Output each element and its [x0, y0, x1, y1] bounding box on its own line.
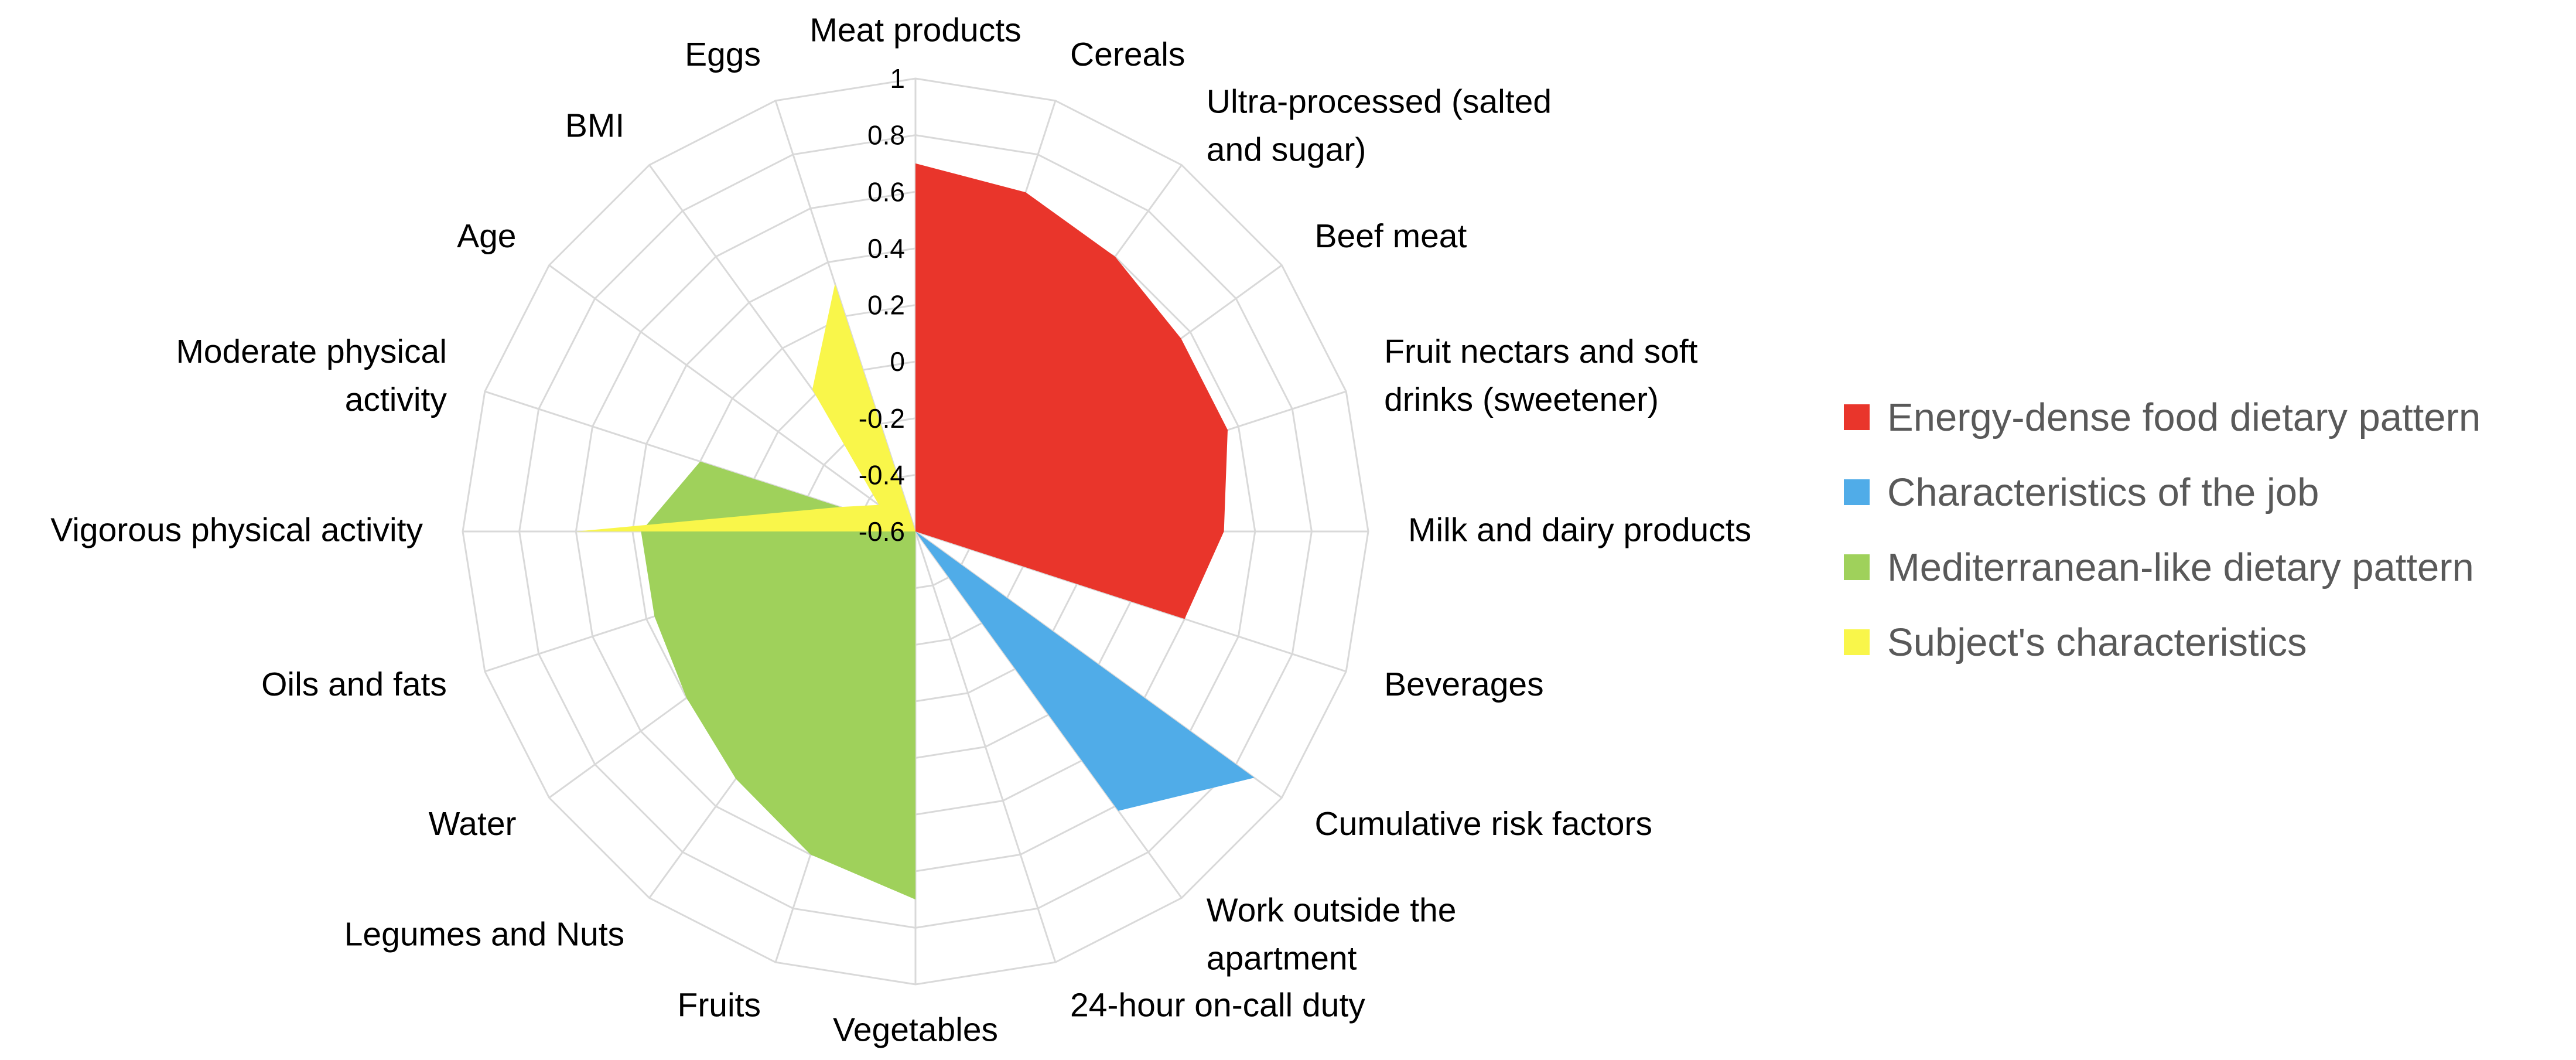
category-label-milk-and-dairy-products: Milk and dairy products: [1408, 511, 1751, 548]
category-label-line: Moderate physical: [176, 333, 447, 370]
tick-label: 0.2: [867, 290, 905, 321]
legend-item-subject-s-characteristics: Subject's characteristics: [1844, 621, 2307, 664]
category-label-vigorous-physical-activity: Vigorous physical activity: [50, 511, 423, 548]
category-labels: Meat products Cereals Ultra-processed (sal…: [50, 11, 1751, 1048]
radial-tick-labels: 1 0.8 0.6 0.4 0.2 0 -0.2 -0.4 -0.6: [859, 63, 905, 547]
category-label-meat-products: Meat products: [809, 11, 1021, 49]
series-area-characteristics-of-the-job: [915, 531, 1255, 811]
tick-label: -0.2: [859, 403, 905, 434]
category-label-line: Legumes and Nuts: [344, 916, 624, 953]
category-label-work-outside-the-apartment: Work outside the apartment: [1207, 892, 1457, 977]
category-label-line: drinks (sweetener): [1384, 381, 1659, 418]
category-label-cumulative-risk-factors: Cumulative risk factors: [1315, 805, 1653, 843]
series-area-mediterranean-like-dietary-pattern: [641, 461, 915, 900]
category-label-line: Vegetables: [833, 1011, 998, 1048]
category-label-line: Cereals: [1070, 36, 1185, 73]
category-label-line: Vigorous physical activity: [50, 511, 423, 548]
category-label-moderate-physical-activity: Moderate physical activity: [176, 333, 447, 418]
category-label-line: Meat products: [809, 11, 1021, 49]
category-label-line: apartment: [1207, 940, 1357, 977]
category-label-line: Milk and dairy products: [1408, 511, 1751, 548]
category-label-water: Water: [429, 805, 517, 843]
category-label-line: activity: [345, 381, 447, 418]
tick-label: 0.4: [867, 233, 905, 264]
legend-label: Characteristics of the job: [1887, 471, 2319, 514]
tick-label: 1: [890, 63, 905, 94]
legend-swatch: [1844, 554, 1870, 580]
legend-item-energy-dense-food-dietary-pattern: Energy-dense food dietary pattern: [1844, 396, 2481, 439]
series-area-subject-s-characteristics: [576, 284, 915, 531]
series-subject-s-characteristics: [576, 284, 915, 531]
category-label-fruit-nectars-and-soft-drinks-sweetener: Fruit nectars and soft drinks (sweetener): [1384, 333, 1698, 418]
category-label-line: Work outside the: [1207, 892, 1457, 929]
category-label-line: BMI: [565, 107, 624, 144]
tick-label: 0.8: [867, 120, 905, 151]
category-label-line: Eggs: [685, 36, 761, 73]
category-label-beef-meat: Beef meat: [1315, 217, 1467, 255]
legend-swatch: [1844, 404, 1870, 430]
category-label-line: Water: [429, 805, 517, 843]
legend: Energy-dense food dietary pattern Charact…: [1844, 396, 2481, 664]
category-label-bmi: BMI: [565, 107, 624, 144]
axis-spoke: [915, 530, 1347, 673]
category-label-beverages: Beverages: [1384, 666, 1544, 703]
axis-spoke: [774, 100, 917, 532]
category-label-line: Beverages: [1384, 666, 1544, 703]
axis-spoke: [548, 264, 916, 533]
legend-swatch: [1844, 479, 1870, 505]
category-label-line: Oils and fats: [261, 666, 447, 703]
category-label-line: Fruits: [678, 987, 761, 1024]
category-label-line: Beef meat: [1315, 217, 1467, 255]
legend-swatch: [1844, 629, 1870, 655]
legend-label: Mediterranean-like dietary pattern: [1887, 546, 2474, 589]
radar-series: [576, 163, 1255, 900]
tick-label: -0.4: [859, 459, 905, 490]
category-label-line: Fruit nectars and soft: [1384, 333, 1698, 370]
category-label-fruits: Fruits: [678, 987, 761, 1024]
category-label-vegetables: Vegetables: [833, 1011, 998, 1048]
category-label-legumes-and-nuts: Legumes and Nuts: [344, 916, 624, 953]
tick-label: -0.6: [859, 516, 905, 547]
legend-item-mediterranean-like-dietary-pattern: Mediterranean-like dietary pattern: [1844, 546, 2474, 589]
category-label-cereals: Cereals: [1070, 36, 1185, 73]
category-label-line: and sugar): [1207, 131, 1366, 168]
category-label-ultra-processed-salted-and-sugar: Ultra-processed (salted and sugar): [1207, 83, 1552, 168]
axis-spoke: [914, 531, 1057, 963]
series-characteristics-of-the-job: [915, 531, 1255, 811]
category-label-24-hour-on-call-duty: 24-hour on-call duty: [1070, 987, 1365, 1024]
series-area-energy-dense-food-dietary-pattern: [915, 163, 1228, 619]
legend-label: Energy-dense food dietary pattern: [1887, 396, 2481, 439]
series-mediterranean-like-dietary-pattern: [641, 461, 915, 900]
legend-item-characteristics-of-the-job: Characteristics of the job: [1844, 471, 2319, 514]
legend-label: Subject's characteristics: [1887, 621, 2307, 664]
category-label-line: Cumulative risk factors: [1315, 805, 1653, 843]
category-label-line: 24-hour on-call duty: [1070, 987, 1365, 1024]
tick-label: 0: [890, 346, 905, 377]
tick-label: 0.6: [867, 176, 905, 207]
category-label-line: Age: [457, 217, 516, 255]
category-label-oils-and-fats: Oils and fats: [261, 666, 447, 703]
category-label-age: Age: [457, 217, 516, 255]
category-label-line: Ultra-processed (salted: [1207, 83, 1552, 120]
series-energy-dense-food-dietary-pattern: [915, 163, 1228, 619]
category-label-eggs: Eggs: [685, 36, 761, 73]
